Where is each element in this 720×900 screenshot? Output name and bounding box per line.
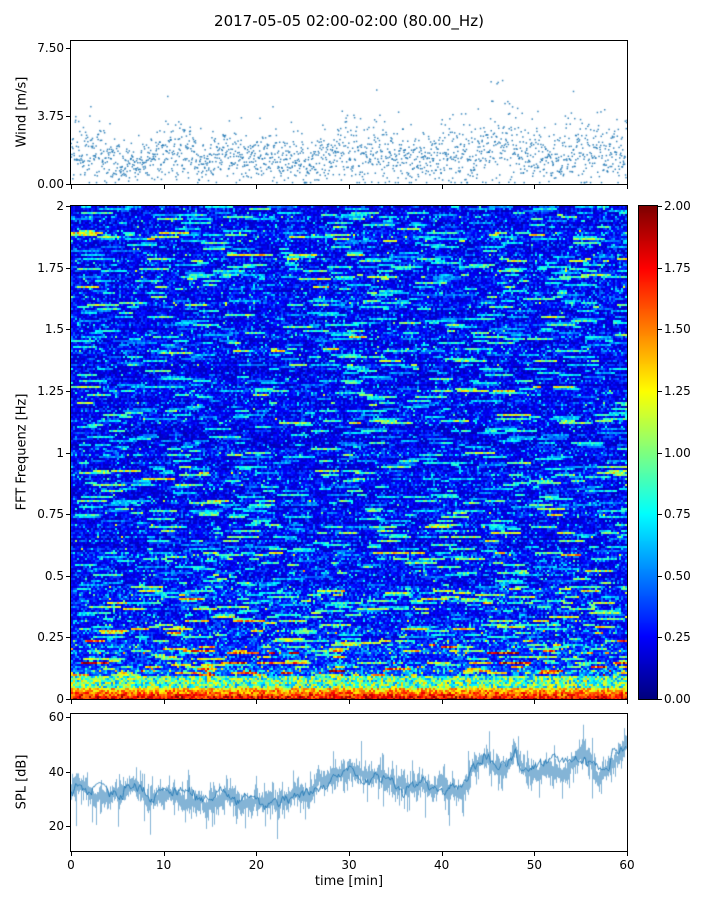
x-tick-mark — [163, 852, 165, 856]
wind-y-tick-mark — [66, 184, 70, 185]
wind-panel — [70, 40, 628, 185]
fft-y-tick-label: 0 — [56, 692, 64, 706]
colorbar-tick-mark — [658, 575, 662, 577]
fft-y-tick-label: 1 — [56, 445, 64, 460]
fft-y-tick-mark — [66, 637, 70, 639]
colorbar — [638, 205, 658, 700]
wind-y-tick-label: 7.50 — [37, 41, 64, 56]
x-tick-mark — [534, 700, 536, 704]
fft-y-tick-label: 0.5 — [44, 568, 64, 583]
fft-y-tick-mark — [66, 699, 70, 700]
x-tick-mark — [163, 185, 165, 189]
x-tick-label: 30 — [341, 858, 357, 872]
x-tick-mark — [534, 185, 536, 189]
x-tick-mark — [71, 700, 72, 704]
colorbar-tick-mark — [658, 206, 662, 207]
fft-y-tick-mark — [66, 575, 70, 577]
x-tick-mark — [71, 185, 72, 189]
colorbar-tick-mark — [658, 329, 662, 331]
spl-panel — [70, 713, 628, 852]
x-tick-label: 40 — [434, 858, 450, 872]
spl-y-tick-label: 40 — [48, 764, 64, 779]
colorbar-tick-mark — [658, 390, 662, 392]
wind-y-tick-label: 0.00 — [37, 177, 64, 191]
x-tick-label: 10 — [156, 858, 172, 872]
colorbar-tick-label: 0.25 — [664, 630, 691, 645]
colorbar-tick-label: 1.50 — [664, 322, 691, 337]
colorbar-tick-label: 0.75 — [664, 507, 691, 522]
colorbar-tick-label: 0.50 — [664, 568, 691, 583]
x-tick-mark — [349, 700, 350, 704]
x-tick-mark — [163, 700, 165, 704]
colorbar-tick-mark — [658, 637, 662, 639]
x-tick-mark — [256, 185, 258, 189]
wind-y-tick-mark — [66, 116, 70, 118]
spectrogram-panel — [70, 205, 628, 700]
x-tick-mark — [627, 700, 628, 704]
spl-y-tick-mark — [66, 716, 70, 718]
x-tick-mark — [441, 700, 443, 704]
spl-y-tick-mark — [66, 826, 70, 828]
chart-title: 2017-05-05 02:00-02:00 (80.00_Hz) — [214, 12, 484, 30]
colorbar-tick-mark — [658, 267, 662, 269]
fft-y-tick-mark — [66, 390, 70, 392]
wind-y-tick-label: 3.75 — [37, 109, 64, 124]
fft-y-tick-label: 0.25 — [37, 630, 64, 645]
colorbar-canvas — [639, 206, 657, 699]
x-tick-label: 0 — [67, 858, 75, 872]
fft-y-tick-label: 1.25 — [37, 383, 64, 398]
spl-y-tick-label: 60 — [48, 709, 64, 724]
fft-y-tick-mark — [66, 452, 70, 454]
x-tick-mark — [627, 852, 628, 856]
wind-y-tick-mark — [66, 48, 70, 50]
fft-y-tick-mark — [66, 267, 70, 269]
spl-line-canvas — [71, 714, 627, 851]
x-tick-mark — [534, 852, 536, 856]
x-tick-mark — [349, 185, 350, 189]
fft-y-tick-label: 1.5 — [44, 322, 64, 337]
fft-y-tick-label: 2 — [56, 199, 64, 213]
x-tick-mark — [349, 852, 350, 856]
colorbar-tick-label: 1.00 — [664, 445, 691, 460]
spl-y-tick-label: 20 — [48, 819, 64, 834]
colorbar-tick-label: 2.00 — [664, 199, 691, 213]
x-tick-mark — [256, 852, 258, 856]
spl-y-tick-mark — [66, 771, 70, 773]
spectrogram-canvas — [71, 206, 627, 699]
x-tick-mark — [256, 700, 258, 704]
x-tick-mark — [71, 852, 72, 856]
colorbar-tick-label: 0.00 — [664, 692, 691, 706]
colorbar-tick-mark — [658, 699, 662, 700]
x-tick-label: 50 — [526, 858, 542, 872]
fft-y-tick-label: 0.75 — [37, 507, 64, 522]
colorbar-tick-mark — [658, 514, 662, 516]
fft-y-tick-mark — [66, 206, 70, 207]
x-tick-label: 20 — [248, 858, 264, 872]
colorbar-tick-mark — [658, 452, 662, 454]
wind-scatter-canvas — [71, 41, 627, 184]
fft-y-tick-mark — [66, 514, 70, 516]
fft-y-tick-label: 1.75 — [37, 260, 64, 275]
x-tick-mark — [441, 852, 443, 856]
x-axis-label: time [min] — [314, 874, 384, 889]
x-tick-label: 60 — [619, 858, 635, 872]
colorbar-tick-label: 1.75 — [664, 260, 691, 275]
x-tick-mark — [441, 185, 443, 189]
x-tick-mark — [627, 185, 628, 189]
fft-y-tick-mark — [66, 329, 70, 331]
colorbar-tick-label: 1.25 — [664, 383, 691, 398]
